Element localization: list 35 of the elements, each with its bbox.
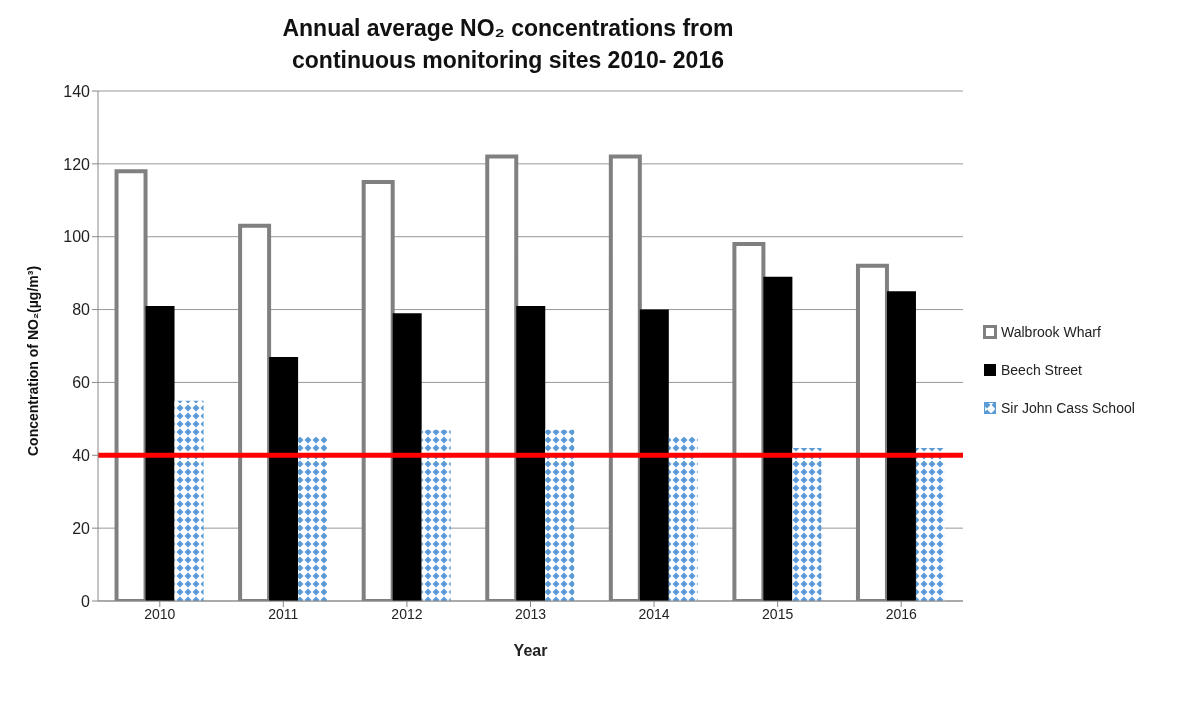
x-tick-label: 2010: [144, 605, 176, 622]
x-axis-title: Year: [513, 642, 548, 659]
bar: [421, 429, 451, 601]
y-tick-label: 80: [72, 301, 91, 319]
bar: [886, 291, 916, 601]
x-tick-label: 2012: [391, 605, 423, 622]
bar: [392, 313, 422, 601]
y-tick-label: 0: [81, 592, 91, 610]
bar: [545, 429, 575, 601]
y-tick-label: 60: [72, 374, 91, 392]
y-tick-label: 140: [63, 82, 91, 100]
bar: [298, 437, 328, 601]
bar: [763, 276, 793, 601]
bar: [145, 305, 175, 601]
x-tick-label: 2011: [268, 605, 299, 622]
legend-label: Sir John Cass School: [1001, 400, 1135, 416]
legend-label: Beech Street: [1001, 362, 1082, 378]
bar: [915, 448, 945, 601]
bar: [668, 437, 698, 601]
bar: [516, 305, 546, 601]
y-tick-label: 20: [72, 519, 91, 537]
x-tick-label: 2015: [762, 605, 794, 622]
bar: [792, 448, 822, 601]
bar: [639, 309, 669, 601]
chart-title: Annual average NO₂ concentrations from continuous monitoring sites 2010- 2016: [281, 14, 735, 75]
y-axis-title: Concentration of NO₂(µg/m³): [24, 265, 41, 456]
legend-label: Walbrook Wharf: [1001, 324, 1101, 340]
x-tick-label: 2013: [514, 605, 547, 622]
x-tick-label: 2016: [885, 605, 917, 622]
x-tick-label: 2014: [638, 605, 670, 622]
bar: [174, 400, 204, 601]
y-tick-label: 120: [63, 155, 91, 173]
bar: [269, 356, 299, 601]
y-tick-label: 40: [72, 446, 91, 464]
y-tick-label: 100: [63, 228, 91, 246]
